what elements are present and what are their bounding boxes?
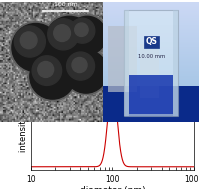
Bar xyxy=(103,86,199,122)
Circle shape xyxy=(12,23,60,71)
Y-axis label: intensity (a.u.): intensity (a.u.) xyxy=(19,90,28,152)
Bar xyxy=(125,10,129,116)
Circle shape xyxy=(14,26,45,57)
Circle shape xyxy=(68,16,106,55)
Circle shape xyxy=(54,25,70,42)
Bar xyxy=(108,26,137,92)
Circle shape xyxy=(30,53,75,99)
Text: QS: QS xyxy=(145,37,157,46)
Circle shape xyxy=(48,19,79,50)
Bar xyxy=(173,10,178,116)
X-axis label: diameter (nm): diameter (nm) xyxy=(80,186,145,189)
Circle shape xyxy=(32,56,62,85)
Circle shape xyxy=(64,50,107,93)
Circle shape xyxy=(70,18,95,43)
Circle shape xyxy=(75,23,88,36)
Bar xyxy=(140,44,159,98)
Text: 100 nm: 100 nm xyxy=(54,2,78,7)
Circle shape xyxy=(38,61,54,77)
Circle shape xyxy=(63,48,109,95)
Text: 10.00 mm: 10.00 mm xyxy=(138,54,165,59)
Circle shape xyxy=(45,16,93,64)
Bar xyxy=(129,75,173,114)
FancyBboxPatch shape xyxy=(125,10,178,116)
Circle shape xyxy=(10,22,61,73)
Circle shape xyxy=(66,15,108,57)
Circle shape xyxy=(72,57,87,73)
Circle shape xyxy=(20,32,37,49)
Circle shape xyxy=(67,52,95,80)
Circle shape xyxy=(44,15,95,66)
Circle shape xyxy=(28,52,77,101)
